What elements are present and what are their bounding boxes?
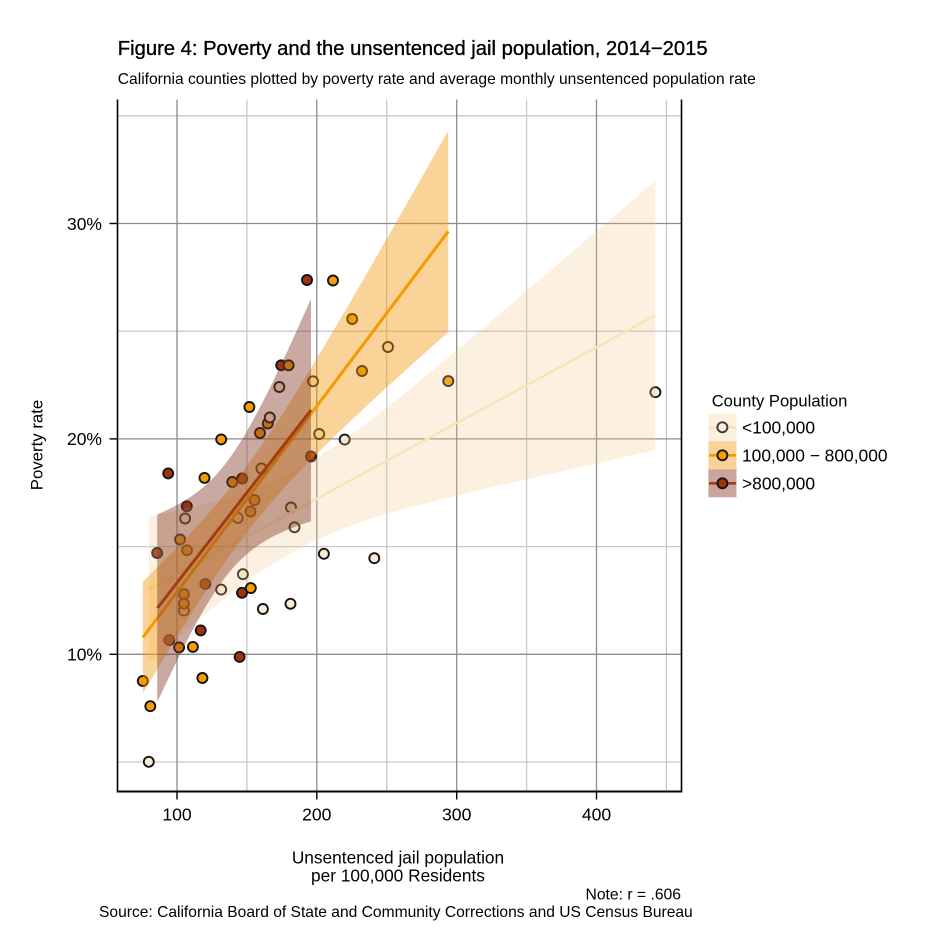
svg-text:>800,000: >800,000: [742, 474, 815, 494]
svg-text:per 100,000 Residents: per 100,000 Residents: [311, 866, 485, 886]
svg-text:400: 400: [582, 805, 612, 825]
svg-text:Poverty rate: Poverty rate: [28, 400, 47, 490]
svg-text:100: 100: [162, 805, 192, 825]
svg-text:30%: 30%: [67, 214, 102, 234]
svg-text:10%: 10%: [67, 645, 102, 665]
svg-text:California counties plotted by: California counties plotted by poverty r…: [118, 71, 756, 88]
svg-text:Source: California Board of St: Source: California Board of State and Co…: [99, 904, 693, 921]
svg-text:20%: 20%: [67, 429, 102, 449]
svg-text:Note: r = .606: Note: r = .606: [586, 887, 682, 904]
svg-text:300: 300: [442, 805, 472, 825]
svg-text:County Population: County Population: [712, 392, 848, 411]
svg-text:Unsentenced jail population: Unsentenced jail population: [292, 848, 504, 868]
svg-text:200: 200: [302, 805, 332, 825]
svg-text:<100,000: <100,000: [742, 418, 815, 438]
svg-text:100,000 − 800,000: 100,000 − 800,000: [742, 446, 888, 466]
svg-text:Figure 4: Poverty and the unse: Figure 4: Poverty and the unsentenced ja…: [118, 38, 708, 60]
